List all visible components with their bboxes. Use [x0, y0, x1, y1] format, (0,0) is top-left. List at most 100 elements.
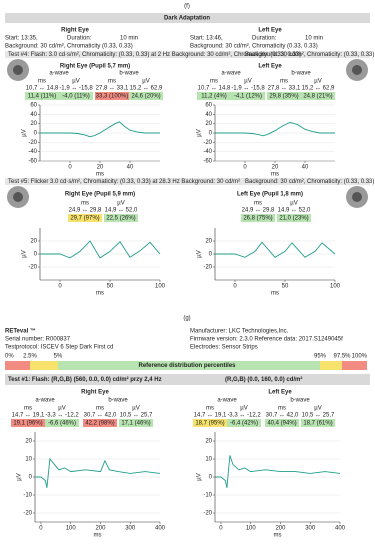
title-bar	[5, 13, 370, 23]
result-box	[301, 92, 335, 100]
y-tick-label: 20	[205, 239, 212, 245]
y-tick-label: 20	[30, 121, 37, 127]
result-box	[83, 419, 117, 427]
percentile-label: 97.5%	[333, 354, 351, 360]
y-axis-label: µV	[22, 129, 28, 136]
eye-heading: Left Eye (Pupil 1,8 mm)	[237, 192, 303, 198]
result-value: 40,4 (94%)	[267, 421, 296, 427]
y-tick-label: 0	[209, 252, 213, 258]
normal-range: 14,9 ↔ 52,0	[278, 208, 311, 214]
unit-label: ms	[38, 79, 46, 85]
x-tick-label: 100	[155, 284, 166, 290]
x-axis-label: ms	[94, 533, 102, 539]
y-tick-label: 40	[205, 112, 212, 118]
y-tick-label: -40	[203, 149, 212, 155]
result-value: 22,5 (26%)	[106, 216, 135, 222]
normal-range: 14,9 ↔ 52,0	[105, 208, 138, 214]
wave-label: a-wave	[35, 398, 55, 404]
reference-segment	[30, 361, 58, 370]
y-tick-label: 0	[209, 475, 213, 481]
waveform	[40, 240, 161, 259]
x-tick-label: 0	[243, 165, 247, 171]
result-box	[129, 92, 163, 100]
x-tick-label: 400	[155, 526, 166, 532]
x-tick-label: 200	[275, 526, 286, 532]
wave-label: a-wave	[49, 71, 69, 77]
reference-segment	[58, 361, 320, 370]
unit-label: ms	[81, 201, 89, 207]
wave-label: a-wave	[221, 71, 241, 77]
normal-range: 14,7 ↔ 19,1	[12, 413, 45, 419]
x-tick-label: 20	[272, 165, 279, 171]
unit-label: µV	[244, 79, 251, 85]
result-value: 29,8 (35%)	[269, 94, 298, 100]
reference-segment	[342, 361, 367, 370]
x-tick-label: 50	[282, 284, 289, 290]
wave-label: a-wave	[217, 398, 237, 404]
y-tick-label: 10	[205, 457, 212, 463]
unit-label: µV	[72, 79, 79, 85]
result-value: 21,0 (23%)	[279, 216, 308, 222]
percentile-label: 95%	[314, 354, 327, 360]
start-time: Start: 13:35,	[5, 36, 38, 42]
waveform	[215, 121, 335, 137]
unit-label: ms	[280, 79, 288, 85]
result-value: 33,3 (100%)	[96, 94, 129, 100]
y-tick-label: 20	[205, 121, 212, 127]
result-box	[227, 419, 261, 427]
wave-label: b-wave	[108, 398, 128, 404]
eye-heading: Right Eye (Pupil 5,9 mm)	[65, 192, 135, 198]
result-value: 18,7 (61%)	[303, 421, 332, 427]
result-value: 11,4 (11%)	[28, 94, 56, 100]
test-info: Test #4: Flash: 3.0 cd·s/m², Chromaticit…	[8, 52, 301, 58]
normal-range: -1,9 ↔ -15,8	[231, 86, 265, 92]
eye-heading: Right Eye (Pupil 5,7 mm)	[60, 64, 130, 70]
x-tick-label: 100	[66, 526, 77, 532]
x-tick-label: 0	[39, 526, 43, 532]
waveform	[40, 121, 160, 138]
panel-label: (g)	[183, 316, 190, 322]
y-tick-label: 60	[30, 103, 37, 109]
result-value: 42,2 (98%)	[85, 421, 114, 427]
x-axis-label: ms	[96, 291, 104, 297]
background-info: Background: 30 cd/m², Chromaticity (0.33…	[190, 44, 318, 50]
wave-label: b-wave	[291, 71, 311, 77]
x-tick-label: 100	[246, 526, 257, 532]
x-tick-label: 40	[302, 165, 309, 171]
test-info: (R,G,B) (0.0, 160, 0.0) cd/m²	[225, 376, 302, 383]
eye-heading: Right Eye	[61, 28, 89, 34]
x-axis-label: ms	[271, 291, 279, 297]
x-axis-label: ms	[274, 533, 282, 539]
result-value: -6,6 (46%)	[48, 421, 76, 427]
x-tick-label: 50	[107, 284, 114, 290]
normal-range: 10,5 ↔ 25,7	[120, 413, 153, 419]
x-tick-label: 200	[95, 526, 106, 532]
result-value: 26,8 (75%)	[243, 216, 272, 222]
y-tick-label: 20	[30, 239, 37, 245]
result-box	[119, 419, 153, 427]
test-bar	[5, 51, 370, 58]
y-tick-label: 10	[25, 457, 32, 463]
reference-segment	[5, 361, 30, 370]
result-value: 29,7 (97%)	[70, 216, 99, 222]
x-tick-label: 400	[335, 526, 346, 532]
normal-range: 15,2 ↔ 62,9	[302, 86, 335, 92]
y-tick-label: -10	[203, 493, 212, 499]
background-info: Background: 30 cd/m², Chromaticity (0.33…	[5, 44, 133, 50]
unit-label: ms	[96, 406, 104, 412]
normal-range: 10,5 ↔ 25,7	[302, 413, 335, 419]
x-tick-label: 40	[127, 165, 134, 171]
x-tick-label: 20	[97, 165, 104, 171]
normal-range: 10,7 ↔ 14,8	[198, 86, 231, 92]
percentile-label: 5%	[54, 354, 63, 360]
result-box	[59, 92, 93, 100]
normal-range: 10,7 ↔ 14,8	[26, 86, 59, 92]
electrodes: Electrodes: Sensor Strips	[190, 345, 258, 351]
y-tick-label: 0	[209, 131, 213, 137]
x-axis-label: ms	[271, 172, 279, 178]
y-tick-label: 40	[30, 112, 37, 118]
x-tick-label: 300	[125, 526, 136, 532]
unit-label: ms	[278, 406, 286, 412]
y-tick-label: -60	[28, 159, 37, 165]
